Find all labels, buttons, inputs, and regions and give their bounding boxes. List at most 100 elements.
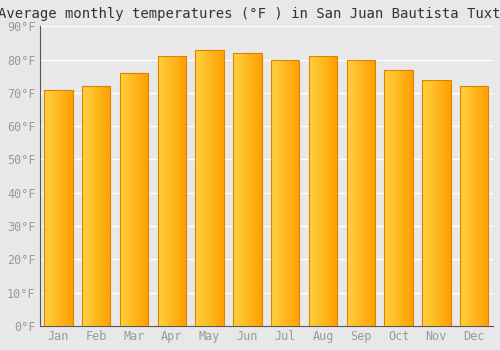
- Bar: [246, 53, 248, 326]
- Bar: [214, 50, 216, 326]
- Bar: [422, 79, 423, 326]
- Bar: [486, 86, 488, 326]
- Bar: [94, 86, 96, 326]
- Bar: [235, 53, 236, 326]
- Bar: [336, 56, 338, 326]
- Bar: [429, 79, 430, 326]
- Bar: [407, 70, 408, 326]
- Bar: [310, 56, 311, 326]
- Bar: [444, 79, 445, 326]
- Bar: [70, 90, 71, 326]
- Bar: [208, 50, 209, 326]
- Bar: [251, 53, 252, 326]
- Bar: [374, 60, 375, 326]
- Bar: [54, 90, 55, 326]
- Bar: [88, 86, 89, 326]
- Bar: [201, 50, 202, 326]
- Bar: [316, 56, 318, 326]
- Bar: [384, 70, 386, 326]
- Bar: [410, 70, 411, 326]
- Bar: [289, 60, 290, 326]
- Bar: [293, 60, 294, 326]
- Bar: [440, 79, 441, 326]
- Bar: [82, 86, 83, 326]
- Bar: [327, 56, 328, 326]
- Bar: [314, 56, 316, 326]
- Bar: [291, 60, 292, 326]
- Bar: [219, 50, 220, 326]
- Bar: [200, 50, 201, 326]
- Bar: [355, 60, 356, 326]
- Bar: [273, 60, 274, 326]
- Bar: [390, 70, 391, 326]
- Bar: [60, 90, 62, 326]
- Bar: [134, 73, 135, 326]
- Bar: [368, 60, 370, 326]
- Bar: [256, 53, 257, 326]
- Bar: [142, 73, 144, 326]
- Bar: [178, 56, 180, 326]
- Bar: [405, 70, 406, 326]
- Bar: [198, 50, 200, 326]
- Bar: [425, 79, 426, 326]
- Bar: [321, 56, 322, 326]
- Bar: [48, 90, 49, 326]
- Bar: [360, 60, 361, 326]
- Bar: [445, 79, 446, 326]
- Bar: [389, 70, 390, 326]
- Bar: [87, 86, 88, 326]
- Bar: [239, 53, 240, 326]
- Bar: [220, 50, 221, 326]
- Bar: [106, 86, 107, 326]
- Bar: [63, 90, 64, 326]
- Bar: [275, 60, 276, 326]
- Bar: [271, 60, 300, 326]
- Bar: [309, 56, 337, 326]
- Bar: [51, 90, 52, 326]
- Bar: [260, 53, 262, 326]
- Bar: [140, 73, 141, 326]
- Bar: [352, 60, 354, 326]
- Bar: [218, 50, 219, 326]
- Bar: [439, 79, 440, 326]
- Bar: [282, 60, 284, 326]
- Bar: [138, 73, 139, 326]
- Bar: [248, 53, 250, 326]
- Bar: [130, 73, 132, 326]
- Bar: [353, 60, 354, 326]
- Bar: [44, 90, 46, 326]
- Bar: [126, 73, 128, 326]
- Bar: [180, 56, 182, 326]
- Bar: [480, 86, 481, 326]
- Bar: [328, 56, 329, 326]
- Bar: [406, 70, 407, 326]
- Bar: [171, 56, 172, 326]
- Bar: [122, 73, 123, 326]
- Bar: [106, 86, 108, 326]
- Bar: [388, 70, 389, 326]
- Bar: [346, 60, 348, 326]
- Bar: [443, 79, 444, 326]
- Bar: [320, 56, 321, 326]
- Bar: [158, 56, 186, 326]
- Bar: [105, 86, 106, 326]
- Bar: [122, 73, 124, 326]
- Bar: [158, 56, 160, 326]
- Bar: [464, 86, 466, 326]
- Bar: [373, 60, 374, 326]
- Bar: [424, 79, 425, 326]
- Bar: [309, 56, 310, 326]
- Bar: [442, 79, 443, 326]
- Bar: [174, 56, 175, 326]
- Bar: [448, 79, 450, 326]
- Bar: [168, 56, 169, 326]
- Bar: [98, 86, 99, 326]
- Bar: [97, 86, 98, 326]
- Bar: [196, 50, 224, 326]
- Bar: [53, 90, 54, 326]
- Bar: [475, 86, 476, 326]
- Bar: [196, 50, 198, 326]
- Bar: [254, 53, 255, 326]
- Bar: [255, 53, 256, 326]
- Bar: [166, 56, 167, 326]
